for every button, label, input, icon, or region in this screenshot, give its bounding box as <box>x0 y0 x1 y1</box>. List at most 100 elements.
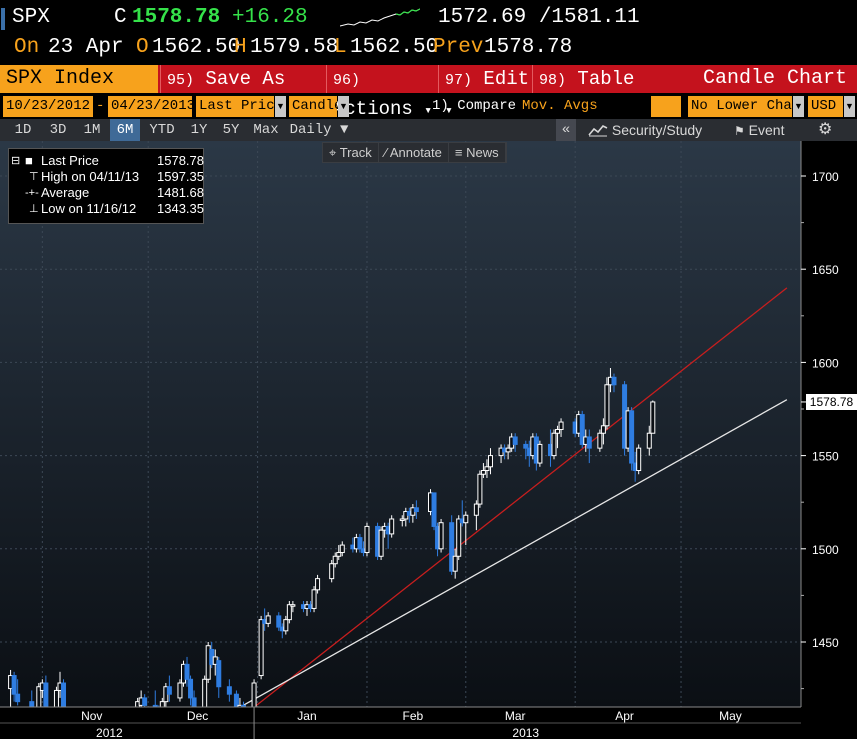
legend-average-value: 1481.68 <box>157 185 204 200</box>
high-marker-icon: ⊤ <box>29 171 39 183</box>
collapse-legend-icon[interactable]: ⊟ <box>11 155 21 167</box>
field-dropdown-icon[interactable]: ▼ <box>275 96 286 117</box>
symbol[interactable]: SPX <box>12 6 50 29</box>
y-tick-label-1550: 1550 <box>812 450 839 464</box>
last-price-swatch-icon: ■ <box>25 153 33 168</box>
period-5y[interactable]: 5Y <box>222 122 240 138</box>
collapse-button[interactable]: « <box>556 119 576 141</box>
candle-body-100 <box>604 384 610 427</box>
candle-body-64 <box>413 507 419 513</box>
period-1d[interactable]: 1D <box>14 122 32 138</box>
save-as-button[interactable]: 95) Save As <box>160 65 326 93</box>
candle-body-78 <box>487 455 493 468</box>
chart-area[interactable]: 1450 1500 1550 1600 1650 1700 Nov Dec Jan Feb Mar A… <box>0 141 857 739</box>
edit-menu[interactable]: 97) Edit ▾ <box>438 65 532 118</box>
legend-low-row: ⊥ Low on 11/16/12 1343.35 <box>13 201 204 217</box>
candle-body-54 <box>364 525 370 554</box>
candle-body-40 <box>290 604 296 607</box>
quote-header-bottom: On 23 Apr O 1562.50 H 1579.58 L 1562.50 … <box>0 32 857 64</box>
chart-style-select[interactable]: Candle <box>289 96 337 117</box>
news-button[interactable]: ≡ News <box>449 143 506 162</box>
pencil-icon: ∕ <box>384 145 387 160</box>
low-price: 1562.50 <box>350 36 439 59</box>
period-3d[interactable]: 3D <box>49 122 67 138</box>
compare-button[interactable]: 1) Compare <box>432 98 517 114</box>
lower-chart-dropdown-icon[interactable]: ▼ <box>793 96 804 117</box>
mov-avgs-button[interactable]: Mov. Avgs <box>522 96 598 117</box>
period-max[interactable]: Max <box>253 122 279 138</box>
legend-high-row: ⊤ High on 04/11/13 1597.35 <box>13 169 204 185</box>
candle-body-107 <box>636 447 642 472</box>
legend-last-value: 1578.78 <box>157 153 204 168</box>
candle-body-83 <box>512 436 518 445</box>
candle-body-68 <box>438 522 444 550</box>
intraday-range: 1572.69 /1581.11 <box>438 6 640 29</box>
candle-body-20 <box>184 663 190 680</box>
period-1m[interactable]: 1M <box>83 122 101 138</box>
candle-body-56 <box>378 529 384 557</box>
track-button[interactable]: ⌖ Track <box>323 143 379 162</box>
event-button[interactable]: ⚑ Event <box>734 119 784 141</box>
frequency-select[interactable]: Daily ▼ <box>288 119 350 141</box>
period-1y[interactable]: 1Y <box>190 122 208 138</box>
candle-body-38 <box>283 619 289 632</box>
legend-average-label: Average <box>41 185 90 200</box>
prev-price: 1578.78 <box>484 36 573 59</box>
candle-body-52 <box>357 537 363 550</box>
candle-chart[interactable]: 1450 1500 1550 1600 1650 1700 Nov Dec Jan Feb Mar A… <box>0 141 857 739</box>
candle-body-60 <box>399 518 405 521</box>
candle-body-73 <box>463 514 469 524</box>
actions-menu[interactable]: 96) Actions ▾ <box>326 65 438 120</box>
actions-num: 96) <box>333 72 361 89</box>
lower-chart-select[interactable]: No Lower Chart <box>688 96 792 117</box>
edit-dropdown-icon: ▾ <box>445 103 453 118</box>
gear-icon[interactable]: ⚙ <box>818 121 833 138</box>
average-marker-icon: -+- <box>25 187 39 199</box>
security-study-button[interactable]: Security/Study <box>588 119 702 141</box>
sparkline <box>340 8 420 27</box>
start-date-field[interactable]: 10/23/2012 <box>3 96 93 117</box>
candle-body-105 <box>629 410 635 464</box>
security-field[interactable]: SPX Index <box>0 65 158 93</box>
table-button[interactable]: 98) Table <box>532 65 642 93</box>
candle-body-69 <box>449 522 455 572</box>
candle-body-48 <box>336 552 342 557</box>
close-price: 1578.78 <box>132 6 221 29</box>
open-price: 1562.50 <box>152 36 241 59</box>
candle-body-21 <box>188 678 194 699</box>
candle-body-3 <box>29 701 35 708</box>
candle-body-109 <box>650 401 656 434</box>
track-label: Track <box>339 145 372 160</box>
low-marker-icon: ⊥ <box>29 203 39 215</box>
candle-body-47 <box>332 555 338 565</box>
candle-body-49 <box>339 544 345 554</box>
end-date-field[interactable]: 04/23/2013 <box>108 96 192 117</box>
candle-body-90 <box>551 432 557 457</box>
currency-dropdown-icon[interactable]: ▼ <box>844 96 855 117</box>
candle-body-91 <box>555 429 561 434</box>
event-label: Event <box>748 122 785 138</box>
function-toolbar: SPX Index 95) Save As 96) Actions ▾ 97) … <box>0 65 857 120</box>
mov-avgs-field[interactable] <box>651 96 681 117</box>
candle-body-70 <box>452 555 458 572</box>
currency-select[interactable]: USD <box>808 96 843 117</box>
chart-legend[interactable]: ⊟ ■ Last Price 1578.78 ⊤ High on 04/11/1… <box>8 148 204 224</box>
mov-avgs-label: Mov. Avgs <box>522 98 598 114</box>
close-label: C <box>114 6 127 29</box>
candle-body-27 <box>216 660 222 688</box>
frequency-dropdown-icon: ▼ <box>340 122 349 138</box>
chart-style-dropdown-icon[interactable]: ▼ <box>338 96 349 117</box>
candle-body-45 <box>315 578 321 591</box>
trendline-white <box>239 399 788 708</box>
period-6m[interactable]: 6M <box>110 119 140 141</box>
candle-body-46 <box>329 563 335 580</box>
symbol-marker <box>1 8 5 30</box>
candle-body-77 <box>484 466 490 472</box>
candle-body-44 <box>311 589 317 609</box>
candle-body-36 <box>276 615 282 628</box>
period-ytd[interactable]: YTD <box>149 122 175 138</box>
annotate-button[interactable]: ∕ Annotate <box>379 143 449 162</box>
prev-label: Prev <box>433 36 484 59</box>
field-select[interactable]: Last Price <box>196 96 274 117</box>
chart-line-icon <box>588 125 608 137</box>
